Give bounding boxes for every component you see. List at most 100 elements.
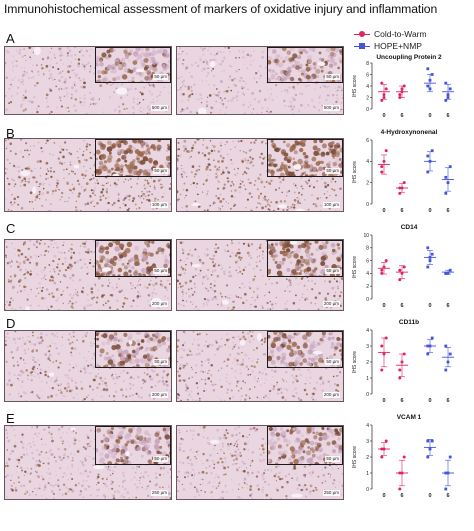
chart-title: CD11b: [398, 319, 420, 326]
data-point: [380, 368, 384, 372]
micrograph-inset: 50 µm: [95, 240, 171, 277]
micrograph-right: 50 µm 200 µm: [176, 330, 344, 402]
inset-scale-bar-label: 50 µm: [325, 359, 340, 365]
scale-bar-label: 500 µm: [322, 105, 340, 111]
y-tick-label: 1: [366, 376, 369, 382]
y-tick-label: 4: [366, 159, 369, 165]
micrograph-inset: 50 µm: [267, 139, 343, 177]
micrograph-inset: 50 µm: [95, 426, 171, 465]
y-tick-label: 3: [366, 344, 369, 350]
inset-scale-bar-label: 50 µm: [325, 168, 340, 174]
chart-title: 4-Hydroxynonenal: [380, 129, 438, 136]
x-tick-label: 0: [382, 208, 385, 214]
x-tick-label: 6: [446, 493, 449, 499]
data-point: [444, 98, 448, 102]
data-point: [444, 81, 448, 85]
data-point: [380, 268, 384, 272]
data-point: [402, 265, 406, 269]
micrograph-left: 50 µm 100 µm: [4, 138, 172, 212]
scale-bar-label: 100 µm: [322, 202, 340, 208]
scale-bar-label: 200 µm: [322, 301, 340, 307]
chart: 4-Hydroxynonenal 0 2 4 6 IHS score 0 6 0 6: [350, 128, 468, 216]
data-point: [426, 344, 430, 348]
x-tick-label: 6: [400, 303, 403, 309]
data-point: [444, 272, 448, 275]
micrograph-inset: 50 µm: [95, 47, 171, 83]
x-tick-label: 0: [428, 208, 431, 214]
scale-bar-label: 250 µm: [150, 490, 168, 496]
data-point: [428, 159, 432, 163]
y-tick-label: 4: [366, 423, 369, 429]
data-point: [430, 73, 434, 76]
chart-svg: 0 2 4 6 8 10 IHS score 0 6 0 6: [352, 233, 454, 309]
y-tick-label: 10: [363, 233, 369, 239]
data-point: [380, 271, 384, 275]
x-tick-label: 0: [428, 493, 431, 499]
y-axis-label: IHS score: [352, 256, 358, 278]
data-point: [384, 439, 388, 443]
x-tick-label: 6: [400, 398, 403, 404]
inset-scale-bar-label: 50 µm: [325, 268, 340, 274]
data-point: [398, 268, 402, 272]
data-point: [398, 93, 402, 97]
data-point: [448, 352, 452, 356]
y-tick-label: 6: [366, 72, 369, 78]
data-point: [382, 447, 386, 451]
x-tick-label: 0: [428, 398, 431, 404]
data-point: [382, 159, 386, 163]
x-tick-label: 6: [400, 493, 403, 499]
chart-title: CD14: [400, 224, 418, 231]
legend-item-cold-to-warm: Cold-to-Warm: [354, 28, 427, 40]
data-point: [444, 175, 448, 179]
y-tick-label: 8: [366, 61, 369, 67]
x-tick-label: 6: [446, 398, 449, 404]
panel-letter: E: [6, 411, 15, 426]
data-point: [398, 96, 402, 99]
legend-label: HOPE+NMP: [374, 41, 422, 51]
data-point: [398, 376, 402, 380]
data-point: [428, 344, 432, 348]
data-point: [444, 471, 448, 475]
scale-bar-label: 200 µm: [150, 392, 168, 398]
legend-circle-marker-icon: [354, 30, 370, 38]
data-point: [430, 252, 434, 256]
data-point: [428, 447, 432, 451]
data-point: [384, 87, 388, 91]
y-tick-label: 1: [366, 471, 369, 477]
x-tick-label: 0: [382, 113, 385, 119]
y-axis-label: IHS score: [352, 75, 358, 97]
micrograph-inset: 50 µm: [267, 426, 343, 465]
inset-scale-bar-label: 50 µm: [325, 456, 340, 462]
chart: Uncoupling Protein 2 0 2 4 6 8 IHS score 0 6 0 6: [350, 33, 468, 121]
scale-bar-label: 500 µm: [150, 105, 168, 111]
scale-bar-label: 100 µm: [150, 202, 168, 208]
data-point: [446, 471, 450, 475]
data-point: [380, 455, 384, 459]
x-tick-label: 6: [400, 208, 403, 214]
legend-square-marker-icon: [354, 42, 370, 50]
x-tick-label: 0: [428, 113, 431, 119]
legend-label: Cold-to-Warm: [374, 29, 427, 39]
figure-title: Immunohistochemical assessment of marker…: [4, 2, 438, 16]
x-tick-label: 6: [446, 303, 449, 309]
data-point: [380, 344, 384, 348]
y-tick-label: 0: [366, 107, 369, 113]
y-axis-label: IHS score: [352, 161, 358, 183]
data-point: [380, 81, 384, 85]
panel-letter: D: [6, 316, 16, 331]
data-point: [446, 93, 450, 97]
scale-bar-label: 200 µm: [150, 301, 168, 307]
data-point: [380, 447, 384, 451]
x-tick-label: 6: [446, 113, 449, 119]
y-tick-label: 8: [366, 246, 369, 252]
data-point: [446, 96, 450, 99]
x-tick-label: 0: [382, 493, 385, 499]
x-tick-label: 0: [428, 303, 431, 309]
data-point: [382, 265, 386, 269]
y-axis-label: IHS score: [352, 446, 358, 468]
data-point: [448, 87, 452, 91]
y-tick-label: 6: [366, 258, 369, 264]
data-point: [384, 259, 388, 263]
y-tick-label: 4: [366, 84, 369, 90]
micrograph-right: 50 µm 200 µm: [176, 239, 344, 311]
